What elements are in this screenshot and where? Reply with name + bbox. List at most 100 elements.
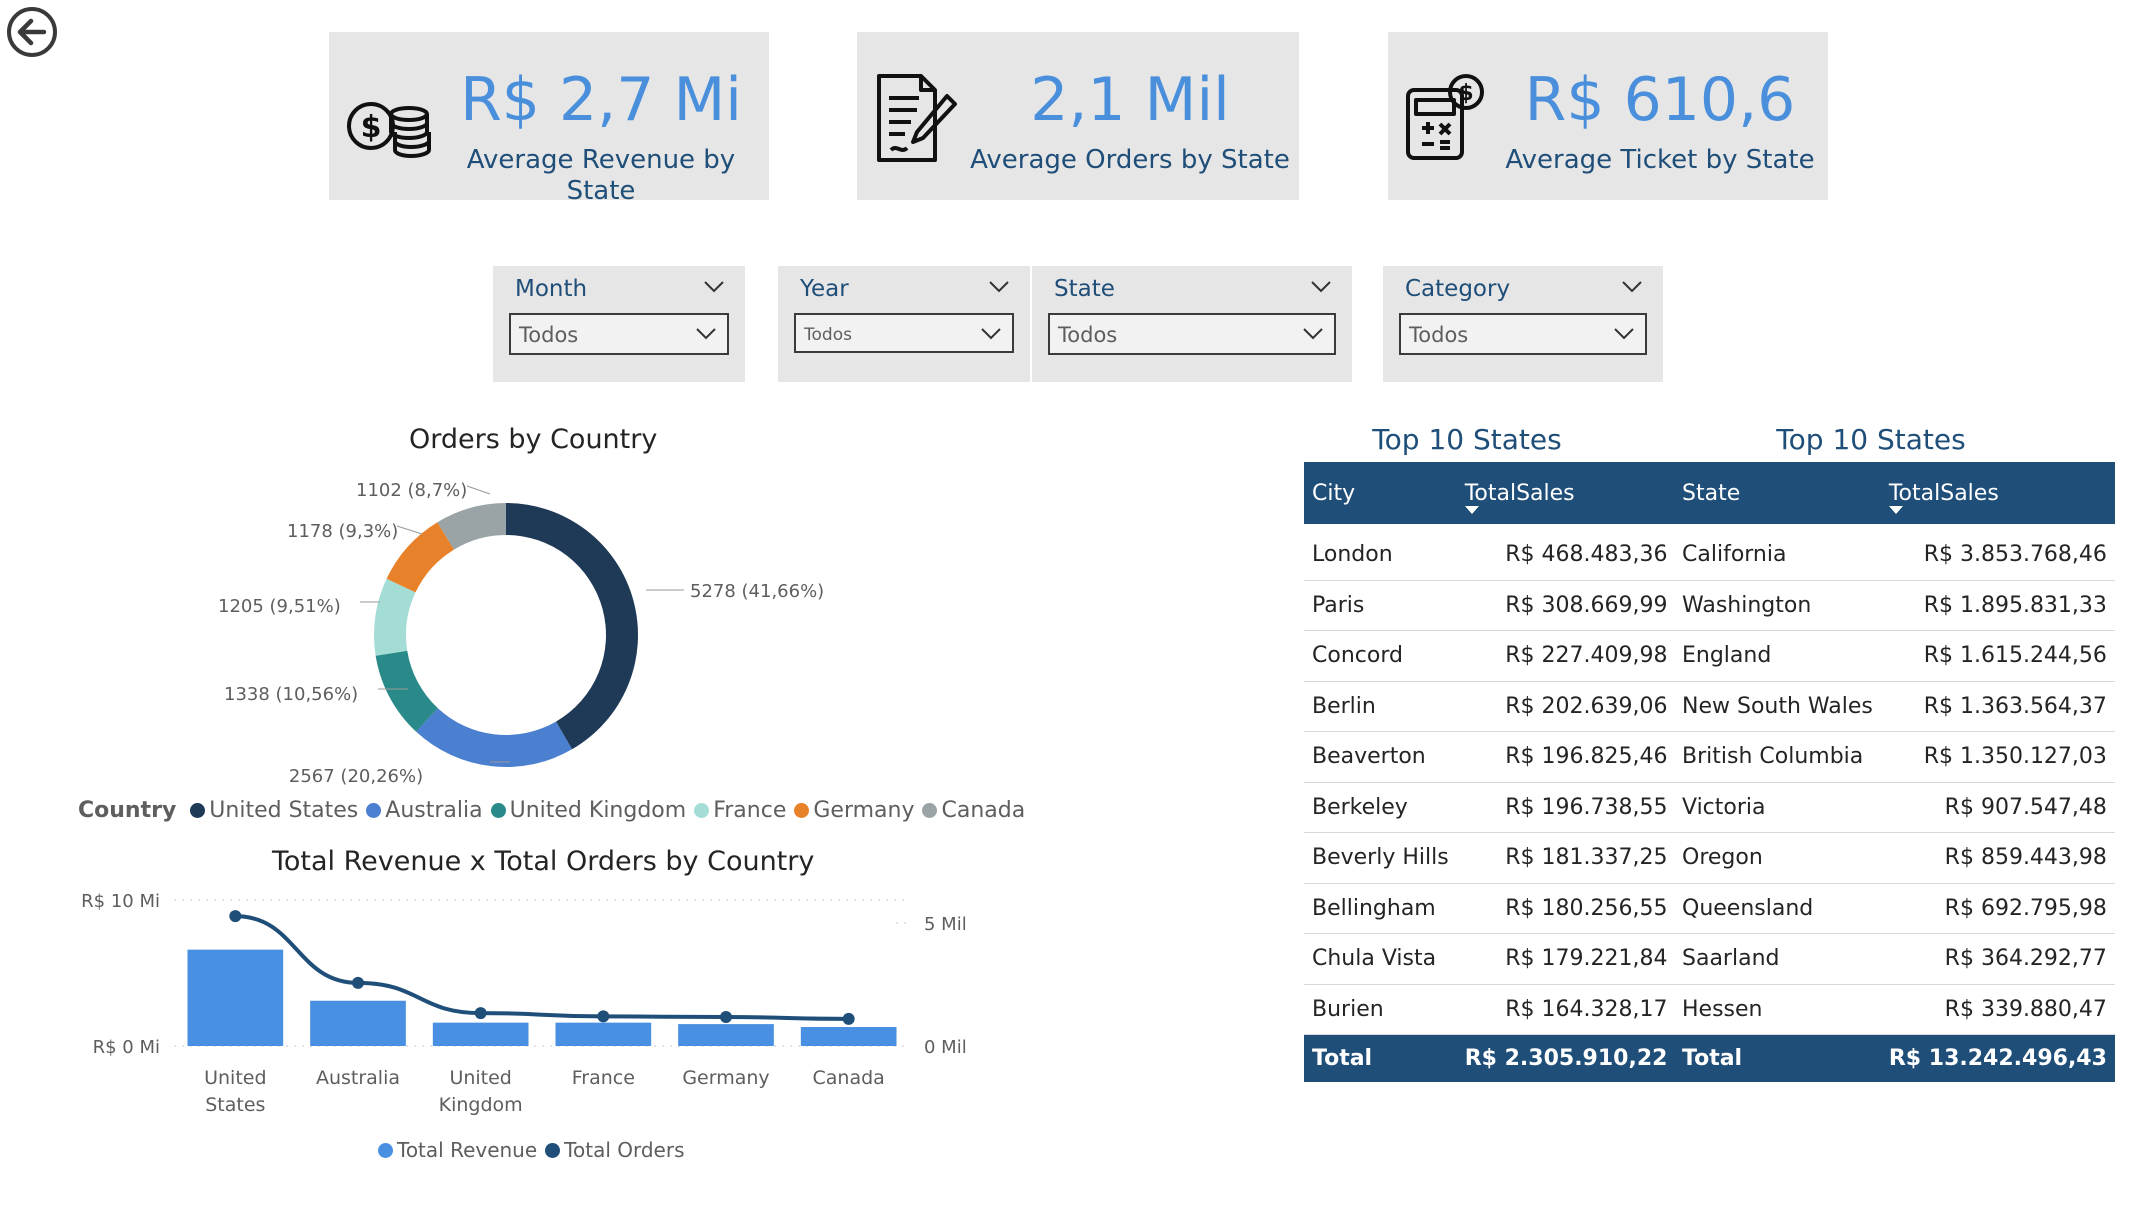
bar-total-revenue[interactable] bbox=[800, 1027, 897, 1046]
kpi-card-orders: 2,1 Mil Average Orders by State bbox=[857, 32, 1299, 200]
document-pen-icon bbox=[877, 74, 957, 162]
donut-slice-germany[interactable] bbox=[386, 522, 455, 593]
table-row[interactable]: Berlin R$ 202.639,06 bbox=[1304, 681, 1676, 732]
donut-data-label: 1338 (10,56%) bbox=[224, 684, 358, 705]
cell-totalsales: R$ 3.853.768,46 bbox=[1880, 524, 2115, 581]
chevron-down-icon[interactable] bbox=[988, 280, 1010, 294]
coins-dollar-icon: $ bbox=[347, 102, 431, 159]
legend-item[interactable]: United States bbox=[190, 798, 358, 823]
point-total-orders[interactable] bbox=[229, 910, 242, 923]
table-row[interactable]: Queensland R$ 692.795,98 bbox=[1674, 883, 2115, 934]
state-dropdown[interactable]: Todos bbox=[1048, 313, 1336, 355]
total-label: Total bbox=[1674, 1034, 1881, 1082]
table-row[interactable]: Beverly Hills R$ 181.337,25 bbox=[1304, 832, 1676, 884]
bar-total-revenue[interactable] bbox=[432, 1022, 529, 1046]
column-header-city[interactable]: City bbox=[1304, 462, 1457, 524]
legend-item[interactable]: United Kingdom bbox=[490, 798, 687, 823]
slicer-title: Category bbox=[1405, 276, 1511, 302]
cell-name: London bbox=[1304, 524, 1457, 581]
table-row[interactable]: England R$ 1.615.244,56 bbox=[1674, 630, 2115, 682]
kpi-value: 2,1 Mil bbox=[1030, 65, 1230, 135]
donut-legend: Country United States Australia United Kin… bbox=[78, 798, 1033, 823]
table-row[interactable]: Beaverton R$ 196.825,46 bbox=[1304, 731, 1676, 783]
table-row[interactable]: New South Wales R$ 1.363.564,37 bbox=[1674, 681, 2115, 732]
total-row: Total R$ 2.305.910,22 bbox=[1304, 1034, 1676, 1082]
table-row[interactable]: Oregon R$ 859.443,98 bbox=[1674, 832, 2115, 884]
total-value: R$ 13.242.496,43 bbox=[1880, 1034, 2115, 1082]
table-row[interactable]: London R$ 468.483,36 bbox=[1304, 524, 1676, 581]
donut-data-label: 1178 (9,3%) bbox=[287, 521, 398, 542]
column-header-totalsales[interactable]: TotalSales bbox=[1456, 462, 1676, 524]
point-total-orders[interactable] bbox=[720, 1011, 732, 1024]
point-total-orders[interactable] bbox=[474, 1007, 487, 1020]
table-row[interactable]: Berkeley R$ 196.738,55 bbox=[1304, 782, 1676, 833]
back-button[interactable] bbox=[4, 4, 60, 60]
table-row[interactable]: Hessen R$ 339.880,47 bbox=[1674, 984, 2115, 1035]
month-dropdown[interactable]: Todos bbox=[509, 313, 729, 355]
sort-desc-icon bbox=[1888, 506, 1903, 514]
table-row[interactable]: Bellingham R$ 180.256,55 bbox=[1304, 883, 1676, 934]
table-row[interactable]: British Columbia R$ 1.350.127,03 bbox=[1674, 731, 2115, 783]
donut-data-label: 5278 (41,66%) bbox=[690, 581, 824, 602]
cell-name: British Columbia bbox=[1674, 731, 1881, 783]
legend-dot bbox=[922, 803, 938, 818]
legend-item[interactable]: Canada bbox=[922, 798, 1025, 823]
point-total-orders[interactable] bbox=[597, 1010, 610, 1023]
legend-dot bbox=[694, 803, 710, 818]
bar-total-revenue[interactable] bbox=[678, 1024, 774, 1046]
x-tick-label: France bbox=[572, 1067, 635, 1089]
combo-legend: Total Revenue Total Orders bbox=[378, 1138, 693, 1162]
table-row[interactable]: Victoria R$ 907.547,48 bbox=[1674, 782, 2115, 833]
legend-item[interactable]: Australia bbox=[366, 798, 483, 823]
legend-label: Germany bbox=[813, 798, 915, 823]
year-dropdown[interactable]: Todos bbox=[794, 313, 1014, 353]
table-row[interactable]: Concord R$ 227.409,98 bbox=[1304, 630, 1676, 682]
legend-label: United Kingdom bbox=[509, 798, 687, 823]
point-total-orders[interactable] bbox=[842, 1012, 855, 1025]
point-total-orders[interactable] bbox=[352, 976, 364, 989]
donut-slice-united-states[interactable] bbox=[506, 503, 639, 750]
bar-total-revenue[interactable] bbox=[310, 1000, 406, 1046]
chevron-down-icon bbox=[696, 328, 716, 340]
donut-slice-france[interactable] bbox=[374, 578, 416, 656]
slicer-month: Month Todos bbox=[493, 266, 745, 382]
line-total-orders[interactable] bbox=[235, 914, 849, 1021]
table-row[interactable]: Chula Vista R$ 179.221,84 bbox=[1304, 933, 1676, 985]
chevron-down-icon[interactable] bbox=[1310, 280, 1332, 294]
table-row[interactable]: Paris R$ 308.669,99 bbox=[1304, 580, 1676, 631]
chevron-down-icon[interactable] bbox=[1621, 280, 1643, 294]
legend-item[interactable]: Total Revenue bbox=[378, 1138, 537, 1162]
y-right-tick: 0 Mil bbox=[924, 1037, 967, 1058]
combo-chart: R$ 10 Mi R$ 0 Mi 5 Mil 0 Mil United States Aus… bbox=[81, 891, 967, 1116]
x-tick-label: United bbox=[204, 1067, 266, 1089]
donut-chart: 5278 (41,66%) 2567 (20,26%) 1338 (10,56%) 1… bbox=[218, 480, 824, 787]
chevron-down-icon[interactable] bbox=[703, 280, 725, 294]
cell-totalsales: R$ 364.292,77 bbox=[1880, 933, 2115, 985]
column-header-totalsales[interactable]: TotalSales bbox=[1880, 462, 2115, 524]
slicer-category: Category Todos bbox=[1383, 266, 1663, 382]
table-row[interactable]: California R$ 3.853.768,46 bbox=[1674, 524, 2115, 581]
cell-totalsales: R$ 181.337,25 bbox=[1456, 832, 1676, 884]
x-tick-label: Australia bbox=[316, 1067, 400, 1089]
table-row[interactable]: Burien R$ 164.328,17 bbox=[1304, 984, 1676, 1035]
donut-slice-united-kingdom[interactable] bbox=[375, 650, 438, 732]
legend-dot bbox=[378, 1142, 393, 1158]
legend-item[interactable]: Germany bbox=[794, 798, 914, 823]
legend-item[interactable]: Total Orders bbox=[545, 1138, 685, 1162]
bar-total-revenue[interactable] bbox=[555, 1022, 652, 1046]
donut-slice-australia[interactable] bbox=[416, 708, 573, 767]
table-row[interactable]: Saarland R$ 364.292,77 bbox=[1674, 933, 2115, 985]
column-label: TotalSales bbox=[1464, 480, 1575, 506]
cell-totalsales: R$ 1.350.127,03 bbox=[1880, 731, 2115, 783]
legend-item[interactable]: France bbox=[694, 798, 786, 823]
cell-totalsales: R$ 339.880,47 bbox=[1880, 984, 2115, 1035]
table-row[interactable]: Washington R$ 1.895.831,33 bbox=[1674, 580, 2115, 631]
bar-total-revenue[interactable] bbox=[187, 949, 284, 1046]
slicer-year: Year Todos bbox=[778, 266, 1030, 382]
column-header-state[interactable]: State bbox=[1674, 462, 1881, 524]
kpi-value: R$ 2,7 Mi bbox=[460, 65, 742, 135]
donut-slice-canada[interactable] bbox=[437, 503, 506, 550]
category-dropdown[interactable]: Todos bbox=[1399, 313, 1647, 355]
legend-dot bbox=[545, 1142, 561, 1158]
y-left-tick: R$ 10 Mi bbox=[81, 891, 160, 912]
